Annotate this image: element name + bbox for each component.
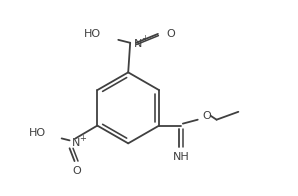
Text: HO: HO	[29, 128, 46, 138]
Text: +: +	[79, 134, 86, 143]
Text: O: O	[202, 111, 211, 121]
Text: +: +	[142, 34, 148, 43]
Text: N: N	[134, 39, 142, 49]
Text: HO: HO	[84, 29, 101, 39]
Text: NH: NH	[173, 152, 189, 162]
Text: N: N	[72, 138, 80, 148]
Text: O: O	[167, 29, 176, 39]
Text: O: O	[72, 166, 81, 176]
